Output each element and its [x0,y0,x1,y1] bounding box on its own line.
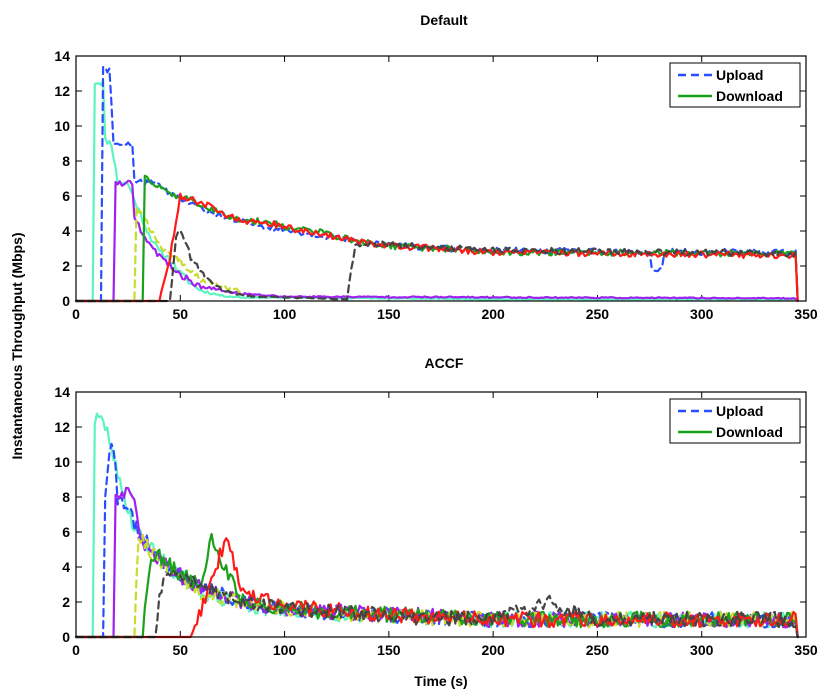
y-axis-label: Instantaneous Throughput (Mbps) [9,232,25,459]
y-tick-label: 6 [62,188,70,204]
x-tick-label: 350 [794,306,818,322]
chart-title-default: Default [420,12,468,28]
y-tick-label: 4 [62,559,70,575]
x-tick-label: 150 [377,642,401,658]
chart-accf: ACCF 0 50 100 150 200 250 300 350 0 2 4 6 8 10 12 14 Up… [54,355,817,658]
x-tick-label: 0 [72,306,80,322]
legend-download-label: Download [716,88,783,104]
x-tick-label: 250 [586,306,610,322]
legend-upload-label: Upload [716,67,763,83]
x-tick-label: 50 [172,306,188,322]
y-tick-label: 2 [62,594,70,610]
plot-frame-default [75,55,807,302]
legend-download-label: Download [716,424,783,440]
y-tick-label: 12 [54,83,70,99]
series-line-download-6 [74,192,799,303]
x-tick-label: 100 [273,306,297,322]
x-tick-label: 350 [794,642,818,658]
series-line-upload-7 [74,229,797,303]
plot-frame-accf [75,391,807,638]
x-tick-label: 300 [690,306,714,322]
y-tick-label: 0 [62,293,70,309]
y-tick-label: 14 [54,48,70,64]
series-line-upload-7 [74,569,799,639]
y-tick-label: 10 [54,118,70,134]
y-tick-label: 14 [54,384,70,400]
x-tick-label: 150 [377,306,401,322]
y-tick-label: 8 [62,153,70,169]
y-tick-label: 8 [62,489,70,505]
series-line-download-3 [74,179,799,303]
x-tick-label: 200 [481,306,505,322]
y-tick-label: 10 [54,454,70,470]
chart-default: Default 0 50 100 150 200 250 300 350 0 2 4 6 8 10 12 14… [54,12,817,322]
legend-accf: Upload Download [669,398,801,444]
legend-box [669,398,801,444]
x-tick-label: 100 [273,642,297,658]
series-line-download-6 [74,537,799,639]
series-line-download-1 [74,79,799,303]
y-tick-label: 2 [62,258,70,274]
x-tick-label: 50 [172,642,188,658]
x-tick-label: 300 [690,642,714,658]
x-tick-label: 250 [586,642,610,658]
x-tick-label: 0 [72,642,80,658]
y-tick-label: 12 [54,419,70,435]
legend-box [669,62,801,108]
legend-upload-label: Upload [716,403,763,419]
chart-title-accf: ACCF [425,355,464,371]
y-tick-label: 6 [62,524,70,540]
series-line-download-1 [74,412,799,639]
x-tick-label: 200 [481,642,505,658]
x-axis-label: Time (s) [414,673,467,689]
y-tick-label: 4 [62,223,70,239]
series-line-upload-2 [74,442,799,639]
legend-default: Upload Download [669,62,801,108]
y-tick-label: 0 [62,629,70,645]
